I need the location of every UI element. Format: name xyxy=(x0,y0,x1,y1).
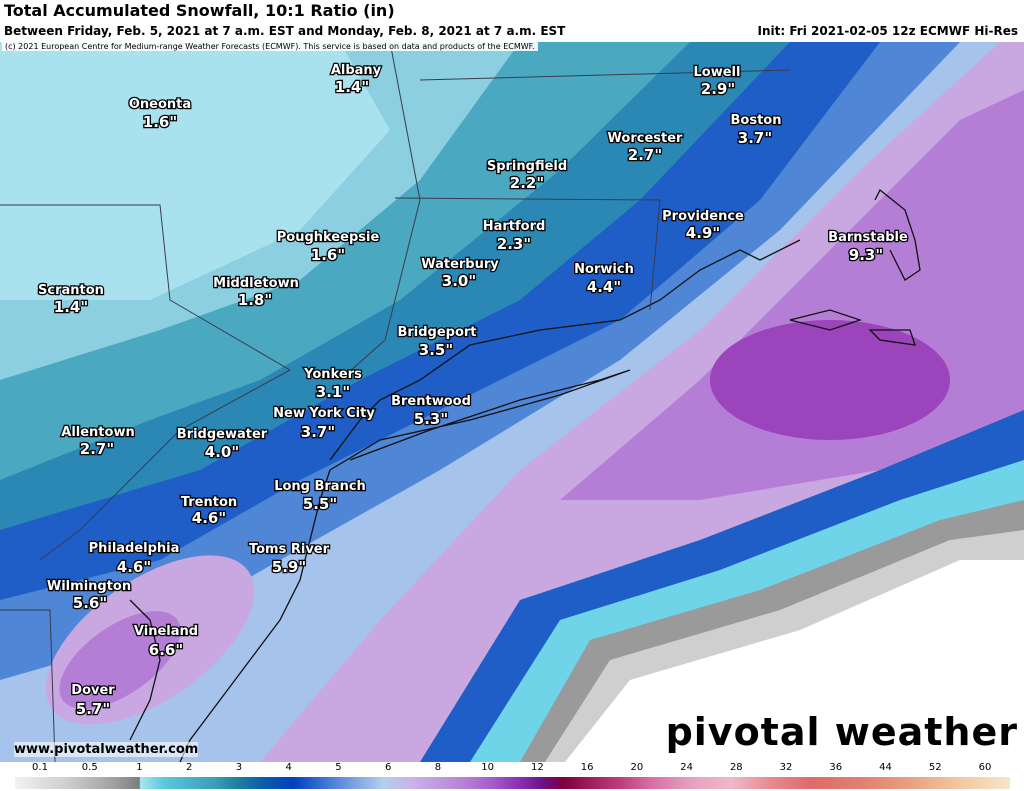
city-name: Brentwood xyxy=(391,394,471,409)
city-snowfall: 5.5" xyxy=(303,495,337,513)
city-name: Poughkeepsie xyxy=(277,230,380,245)
legend-tick-label: 32 xyxy=(779,762,793,773)
city-snowfall: 4.6" xyxy=(117,558,151,576)
map-subtitle: Between Friday, Feb. 5, 2021 at 7 a.m. E… xyxy=(4,24,566,38)
legend-tick-label: 52 xyxy=(928,762,942,773)
city-snowfall: 9.3" xyxy=(849,246,883,264)
city-name: Oneonta xyxy=(129,97,191,112)
city-snowfall: 5.3" xyxy=(414,410,448,428)
city-name: Albany xyxy=(331,63,382,78)
model-init: Init: Fri 2021-02-05 12z ECMWF Hi-Res xyxy=(757,24,1018,38)
map-title: Total Accumulated Snowfall, 10:1 Ratio (… xyxy=(4,1,395,20)
legend-tick-label: 1 xyxy=(136,762,143,773)
city-snowfall: 3.5" xyxy=(419,341,453,359)
legend-tick-label: 36 xyxy=(829,762,843,773)
city-labels: Albany1.4"Oneonta1.6"Lowell2.9"Boston3.7… xyxy=(37,62,910,720)
legend-tick-label: 2 xyxy=(186,762,193,773)
city-snowfall: 1.4" xyxy=(54,298,88,316)
city-snowfall: 2.3" xyxy=(497,235,531,253)
legend-tick-label: 28 xyxy=(729,762,743,773)
legend-tick-label: 4 xyxy=(285,762,292,773)
city-snowfall: 1.8" xyxy=(238,291,272,309)
city-snowfall: 3.0" xyxy=(442,272,476,290)
city-name: Philadelphia xyxy=(89,541,180,556)
city-name: Worcester xyxy=(608,131,684,146)
city-name: Allentown xyxy=(61,425,134,440)
legend-tick-label: 10 xyxy=(481,762,494,773)
city-name: Toms River xyxy=(249,542,330,557)
legend-tick-label: 8 xyxy=(434,762,442,773)
city-snowfall: 3.7" xyxy=(301,423,335,441)
city-name: New York City xyxy=(273,406,375,421)
legend-tick-label: 60 xyxy=(978,762,992,773)
legend-tick-label: 0.5 xyxy=(81,762,98,773)
city-snowfall: 2.7" xyxy=(80,440,114,458)
city-name: Bridgeport xyxy=(397,325,476,340)
city-snowfall: 2.2" xyxy=(510,174,544,192)
city-name: Middletown xyxy=(213,276,299,291)
legend-tick-label: 5 xyxy=(335,762,342,773)
legend-tick-label: 6 xyxy=(384,762,392,773)
snowfall-map: Albany1.4"Oneonta1.6"Lowell2.9"Boston3.7… xyxy=(0,42,1024,762)
legend-tick-label: 16 xyxy=(580,762,594,773)
legend-tick-label: 20 xyxy=(630,762,644,773)
city-snowfall: 5.9" xyxy=(272,558,306,576)
city-snowfall: 2.9" xyxy=(701,80,735,98)
legend-gradient xyxy=(15,777,1010,789)
legend-tick-label: 3 xyxy=(235,762,243,773)
header: Total Accumulated Snowfall, 10:1 Ratio (… xyxy=(0,0,1024,42)
city-name: Dover xyxy=(71,683,115,698)
city-name: Lowell xyxy=(694,65,741,80)
copyright: (c) 2021 European Centre for Medium-rang… xyxy=(2,42,538,51)
city-name: Yonkers xyxy=(303,367,362,382)
city-name: Boston xyxy=(731,113,782,128)
city-name: Norwich xyxy=(574,262,634,277)
city-name: Providence xyxy=(662,209,744,224)
legend-tick-label: 24 xyxy=(680,762,693,773)
city-name: Vineland xyxy=(134,624,198,639)
city-name: Barnstable xyxy=(828,230,908,245)
city-snowfall: 3.7" xyxy=(738,129,772,147)
city-snowfall: 1.6" xyxy=(143,113,177,131)
city-name: Springfield xyxy=(487,159,567,174)
legend-tick-label: 44 xyxy=(879,762,892,773)
city-snowfall: 2.7" xyxy=(628,146,662,164)
city-snowfall: 5.7" xyxy=(76,700,110,718)
city-snowfall: 4.0" xyxy=(205,443,239,461)
logo: pivotal weather xyxy=(665,710,1018,754)
city-snowfall: 1.4" xyxy=(335,78,369,96)
city-name: Long Branch xyxy=(274,479,366,494)
city-snowfall: 6.6" xyxy=(149,641,183,659)
city-snowfall: 5.6" xyxy=(73,594,107,612)
city-name: Waterbury xyxy=(421,257,499,272)
city-name: Scranton xyxy=(38,283,104,298)
website: www.pivotalweather.com xyxy=(14,742,199,757)
city-name: Bridgewater xyxy=(177,427,268,442)
city-snowfall: 4.9" xyxy=(686,224,720,242)
city-snowfall: 1.6" xyxy=(311,246,345,264)
legend-tick-label: 0.1 xyxy=(32,762,48,773)
city-snowfall: 4.6" xyxy=(192,509,226,527)
city-name: Wilmington xyxy=(47,579,131,594)
city-snowfall: 4.4" xyxy=(587,278,621,296)
color-legend: 0.1 0.5 1 2 3 4 5 6 8 10 12 16 20 24 28 32 36 44 52 60 xyxy=(0,762,1024,791)
city-name: Trenton xyxy=(181,495,237,510)
city-snowfall: 3.1" xyxy=(316,383,350,401)
city-name: Hartford xyxy=(483,219,546,234)
legend-tick-label: 12 xyxy=(530,762,544,773)
